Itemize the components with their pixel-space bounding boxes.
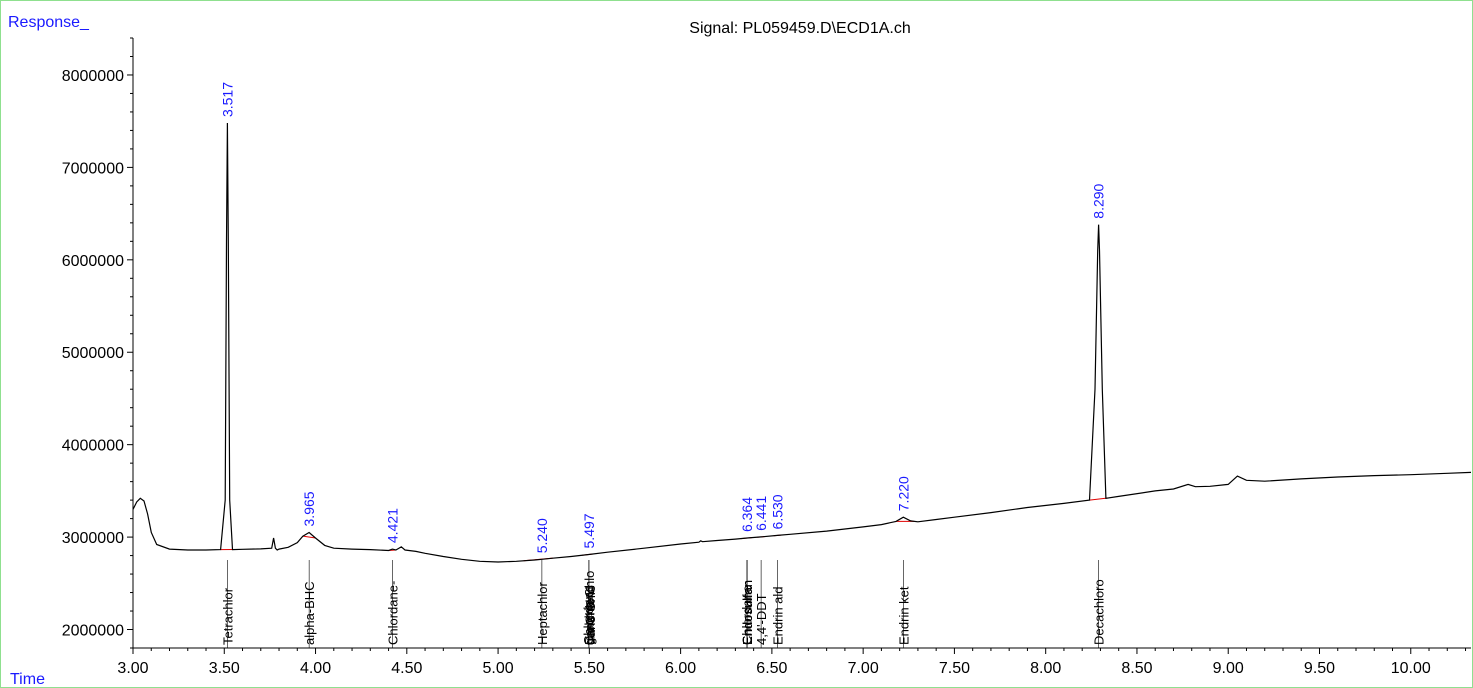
rt-label: 6.441 xyxy=(753,496,769,531)
rt-label: 5.240 xyxy=(534,518,550,553)
y-tick-label: 8000000 xyxy=(62,68,124,85)
compound-label: 4,4'-DDT xyxy=(754,593,769,645)
x-tick-label: 8.00 xyxy=(1030,660,1061,677)
rt-label: 8.290 xyxy=(1091,183,1107,218)
x-tick-label: 5.50 xyxy=(574,660,605,677)
rt-label: 3.517 xyxy=(219,82,235,117)
peak-baselines xyxy=(220,497,1108,562)
rt-label: 4.421 xyxy=(384,508,400,543)
x-tick-label: 7.00 xyxy=(848,660,879,677)
x-tick-label: 4.00 xyxy=(300,660,331,677)
rt-label: 6.364 xyxy=(739,497,755,532)
x-tick-label: 6.50 xyxy=(756,660,787,677)
y-tick-label: 2000000 xyxy=(62,623,124,640)
x-tick-label: 8.50 xyxy=(1121,660,1152,677)
compound-label: gamma-Chlo xyxy=(582,571,597,645)
x-axis-title: Time xyxy=(10,671,45,688)
x-tick-label: 4.50 xyxy=(391,660,422,677)
rt-label: 3.965 xyxy=(301,491,317,526)
x-tick-label: 3.00 xyxy=(117,660,148,677)
x-ticks: 3.00 3.50 4.00 4.50 5.00 5.50 6.00 6.50 7.00 7.50… xyxy=(117,648,1467,677)
compound-label: Endosulfan xyxy=(740,580,755,645)
compound-label: Heptachlor xyxy=(535,581,550,645)
compound-label: alpha-BHC xyxy=(302,581,317,645)
compound-label: Dieldrin xyxy=(582,601,597,645)
compound-label: Endrin ald xyxy=(770,586,785,645)
compound-label: Endosulfan xyxy=(740,580,755,645)
x-tick-label: 5.00 xyxy=(483,660,514,677)
peak-baseline xyxy=(302,535,316,539)
y-tick-label: 7000000 xyxy=(62,160,124,177)
x-tick-label: 3.50 xyxy=(209,660,240,677)
y-axis-title: Response_ xyxy=(8,14,90,31)
y-tick-label: 4000000 xyxy=(62,438,124,455)
peak-baseline xyxy=(1089,497,1108,501)
compound-label: trans-Chlo xyxy=(583,585,598,645)
x-tick-label: 6.00 xyxy=(665,660,696,677)
rt-label: 7.220 xyxy=(895,476,911,511)
compound-label: Tetrachlor xyxy=(220,587,235,645)
y-tick-label: 5000000 xyxy=(62,345,124,362)
compound-label: cis-Chlord xyxy=(582,586,597,645)
compound-labels: Tetrachlor alpha-BHC Chlordane- Heptachlor g… xyxy=(220,560,1107,648)
compound-label: Chlordane- xyxy=(385,581,400,645)
compound-label: Decachloro xyxy=(1092,579,1107,645)
y-tick-label: 6000000 xyxy=(62,253,124,270)
chart-title: Signal: PL059459.D\ECD1A.ch xyxy=(689,20,910,37)
y-tick-label: 3000000 xyxy=(62,530,124,547)
y-ticks: 2000000 3000000 4000000 5000000 6000000 70000… xyxy=(62,37,133,649)
compound-label: Endrin ket xyxy=(896,586,911,645)
rt-label: 5.497 xyxy=(581,513,597,548)
signal-trace xyxy=(132,122,1472,563)
x-tick-label: 7.50 xyxy=(939,660,970,677)
rt-label: 6.530 xyxy=(769,494,785,529)
x-tick-label: 10.00 xyxy=(1391,660,1431,677)
x-tick-label: 9.00 xyxy=(1213,660,1244,677)
x-tick-label: 9.50 xyxy=(1304,660,1335,677)
